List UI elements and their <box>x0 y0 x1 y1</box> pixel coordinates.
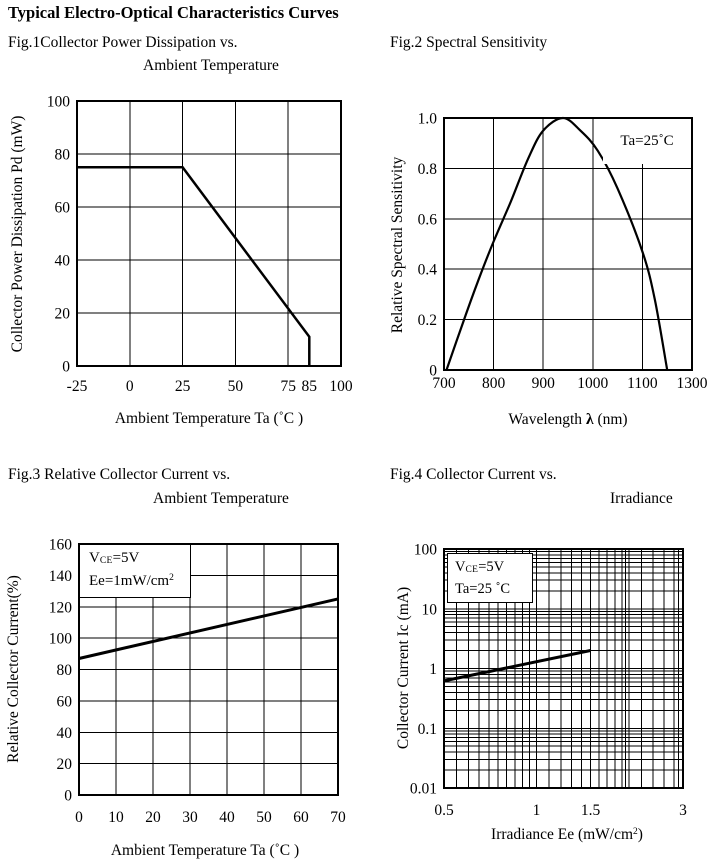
fig1-x-axis-label: Ambient Temperature Ta (˚C ) <box>114 410 304 427</box>
fig4-condition-ta: Ta=25 ˚C <box>455 581 511 598</box>
y-tick-label: 100 <box>49 631 73 648</box>
x-tick-label: 1100 <box>627 375 658 392</box>
page-title: Typical Electro-Optical Characteristics … <box>8 3 339 22</box>
fig1-caption-line2: Ambient Temperature <box>143 57 279 74</box>
x-tick-label: 0 <box>126 378 134 395</box>
x-tick-label: 50 <box>228 378 244 395</box>
y-tick-label: 140 <box>49 568 73 585</box>
fig2-annotation: Ta=25˚C <box>603 119 691 164</box>
y-tick-label: 0 <box>64 788 72 805</box>
y-tick-label: 0.8 <box>418 161 438 178</box>
series-line <box>443 649 591 683</box>
y-tick-label: 20 <box>57 756 73 773</box>
x-tick-label: 1300 <box>677 375 708 392</box>
fig1-plot-svg: -25 0 25 50 75 85 100 0 20 40 60 80 100 <box>47 94 353 396</box>
series-line <box>77 166 311 366</box>
plot-border <box>443 548 684 789</box>
x-tick-label: 30 <box>182 809 198 826</box>
fig3-annotation: VCE=5V Ee=1mW/cm2 <box>79 544 191 598</box>
y-tick-label: 100 <box>47 94 71 111</box>
y-tick-label: 0.2 <box>418 312 437 329</box>
fig3-condition-vce: VCE=5V <box>89 550 140 566</box>
fig3-caption-line2: Ambient Temperature <box>153 490 289 507</box>
plot-border <box>76 100 342 367</box>
fig2-chart: 700 800 900 1000 1100 1300 0 0.2 0.4 0.6 0.8 1.0 Ta… <box>389 95 723 445</box>
fig4-chart: 0.5 1 1.5 3 0.01 0.1 1 10 100 VCE=5V Ta=25 ˚C Co… <box>390 525 723 865</box>
x-tick-label: 1000 <box>577 375 608 392</box>
y-tick-label: 160 <box>49 537 73 554</box>
fig4-plot-svg: 0.5 1 1.5 3 0.01 0.1 1 10 100 <box>410 542 687 820</box>
plot-border <box>443 117 693 371</box>
x-tick-label: 75 <box>280 378 296 395</box>
y-tick-label: 60 <box>57 693 73 710</box>
x-tick-label: 900 <box>532 375 556 392</box>
y-tick-label: 120 <box>49 599 73 616</box>
x-tick-label: 25 <box>175 378 191 395</box>
y-tick-label: 40 <box>55 253 71 270</box>
fig4-caption-line2: Irradiance <box>610 490 673 507</box>
fig3-x-axis-label: Ambient Temperature Ta (˚C ) <box>110 842 300 859</box>
y-tick-label: 80 <box>55 147 71 164</box>
y-tick-label: 1 <box>429 661 437 678</box>
y-tick-label: 40 <box>57 725 73 742</box>
x-tick-label: 100 <box>329 378 353 395</box>
x-tick-label: -25 <box>67 378 88 395</box>
fig4-condition-vce: VCE=5V <box>455 559 505 575</box>
plot-border <box>78 543 339 796</box>
x-tick-label: 3 <box>679 802 687 819</box>
y-tick-label: 100 <box>414 542 438 559</box>
fig3-caption-line1: Fig.3 Relative Collector Current vs. <box>8 466 231 483</box>
x-tick-label: 40 <box>219 809 235 826</box>
y-tick-label: 0.4 <box>418 262 438 279</box>
fig2-x-axis-label: Wavelength λ (nm) <box>508 411 628 428</box>
x-tick-label: 1.5 <box>581 802 601 819</box>
x-tick-label: 10 <box>108 809 124 826</box>
y-tick-label: 1.0 <box>418 111 438 128</box>
fig3-chart: 0 10 20 30 40 50 60 70 0 20 40 60 80 100 120 140 160 VCE… <box>0 525 370 865</box>
x-tick-label: 1 <box>533 802 541 819</box>
fig1-chart: -25 0 25 50 75 85 100 0 20 40 60 80 100 Collector Po… <box>0 85 370 460</box>
fig3-plot-svg: 0 10 20 30 40 50 60 70 0 20 40 60 80 100 120 140 160 <box>49 537 346 827</box>
y-tick-label: 0 <box>429 363 437 380</box>
fig3-condition-ee: Ee=1mW/cm2 <box>89 573 174 590</box>
y-tick-label: 60 <box>55 200 71 217</box>
fig4-caption-line1: Fig.4 Collector Current vs. <box>390 466 557 483</box>
fig2-caption: Fig.2 Spectral Sensitivity <box>390 34 548 51</box>
x-tick-label: 50 <box>256 809 272 826</box>
fig4-annotation: VCE=5V Ta=25 ˚C <box>447 553 533 603</box>
lambda-symbol: λ <box>585 411 594 428</box>
x-tick-label: 60 <box>293 809 309 826</box>
y-tick-label: 0 <box>62 359 70 376</box>
x-tick-label: 700 <box>432 375 456 392</box>
y-tick-label: 0.01 <box>410 781 437 798</box>
x-tick-label: 0.5 <box>434 802 454 819</box>
series-line <box>78 597 339 660</box>
x-tick-label: 800 <box>482 375 506 392</box>
y-tick-label: 80 <box>57 662 73 679</box>
y-tick-label: 20 <box>55 306 71 323</box>
x-tick-label: 85 <box>302 378 318 395</box>
y-tick-label: 0.1 <box>418 721 437 738</box>
y-tick-label: 10 <box>422 601 438 618</box>
fig4-x-axis-label: Irradiance Ee (mW/cm2) <box>491 826 643 843</box>
x-tick-label: 0 <box>75 809 83 826</box>
x-tick-label: 70 <box>330 809 346 826</box>
fig1-caption-line1: Fig.1Collector Power Dissipation vs. <box>8 34 238 51</box>
y-tick-label: 0.6 <box>418 211 438 228</box>
x-tick-label: 20 <box>145 809 161 826</box>
series-line <box>445 116 669 371</box>
